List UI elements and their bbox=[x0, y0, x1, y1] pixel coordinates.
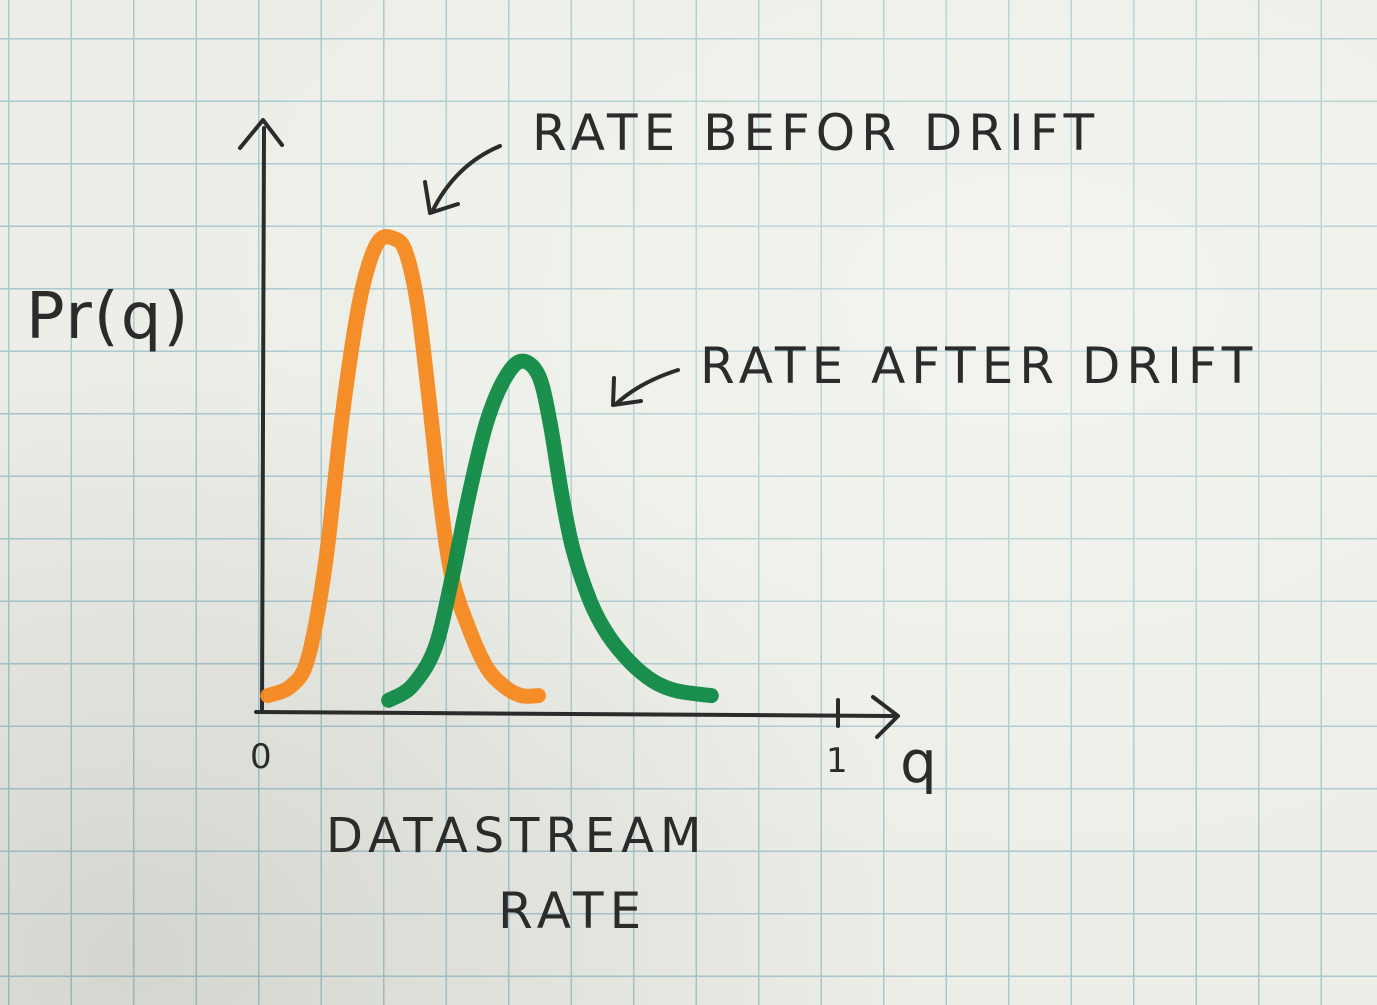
x-axis-arrowhead bbox=[871, 695, 900, 739]
y-axis-arrowhead bbox=[238, 118, 284, 150]
x-axis-label-line-1: DATASTREAM bbox=[326, 808, 707, 864]
series-line-before-drift bbox=[260, 229, 546, 704]
x-tick-label-0: 0 bbox=[250, 737, 278, 777]
x-axis-symbol: q bbox=[900, 728, 943, 796]
annotation-arrowhead-after bbox=[611, 376, 643, 407]
x-axis-label-line-2: RATE bbox=[498, 882, 647, 940]
series-line-after-drift bbox=[381, 353, 719, 708]
y-axis-label: Pr(q) bbox=[26, 280, 190, 354]
legend-label-after: RATE AFTER DRIFT bbox=[700, 337, 1258, 395]
series-layer bbox=[260, 229, 719, 708]
x-tick-label-1: 1 bbox=[826, 741, 854, 781]
y-axis bbox=[260, 126, 266, 714]
annotation-arrowhead-before bbox=[423, 180, 460, 215]
annotation-arrow-after bbox=[614, 368, 680, 406]
x-axis bbox=[254, 710, 895, 718]
annotation-arrow-before bbox=[430, 144, 502, 214]
legend-label-before: RATE BEFOR DRIFT bbox=[532, 104, 1100, 162]
